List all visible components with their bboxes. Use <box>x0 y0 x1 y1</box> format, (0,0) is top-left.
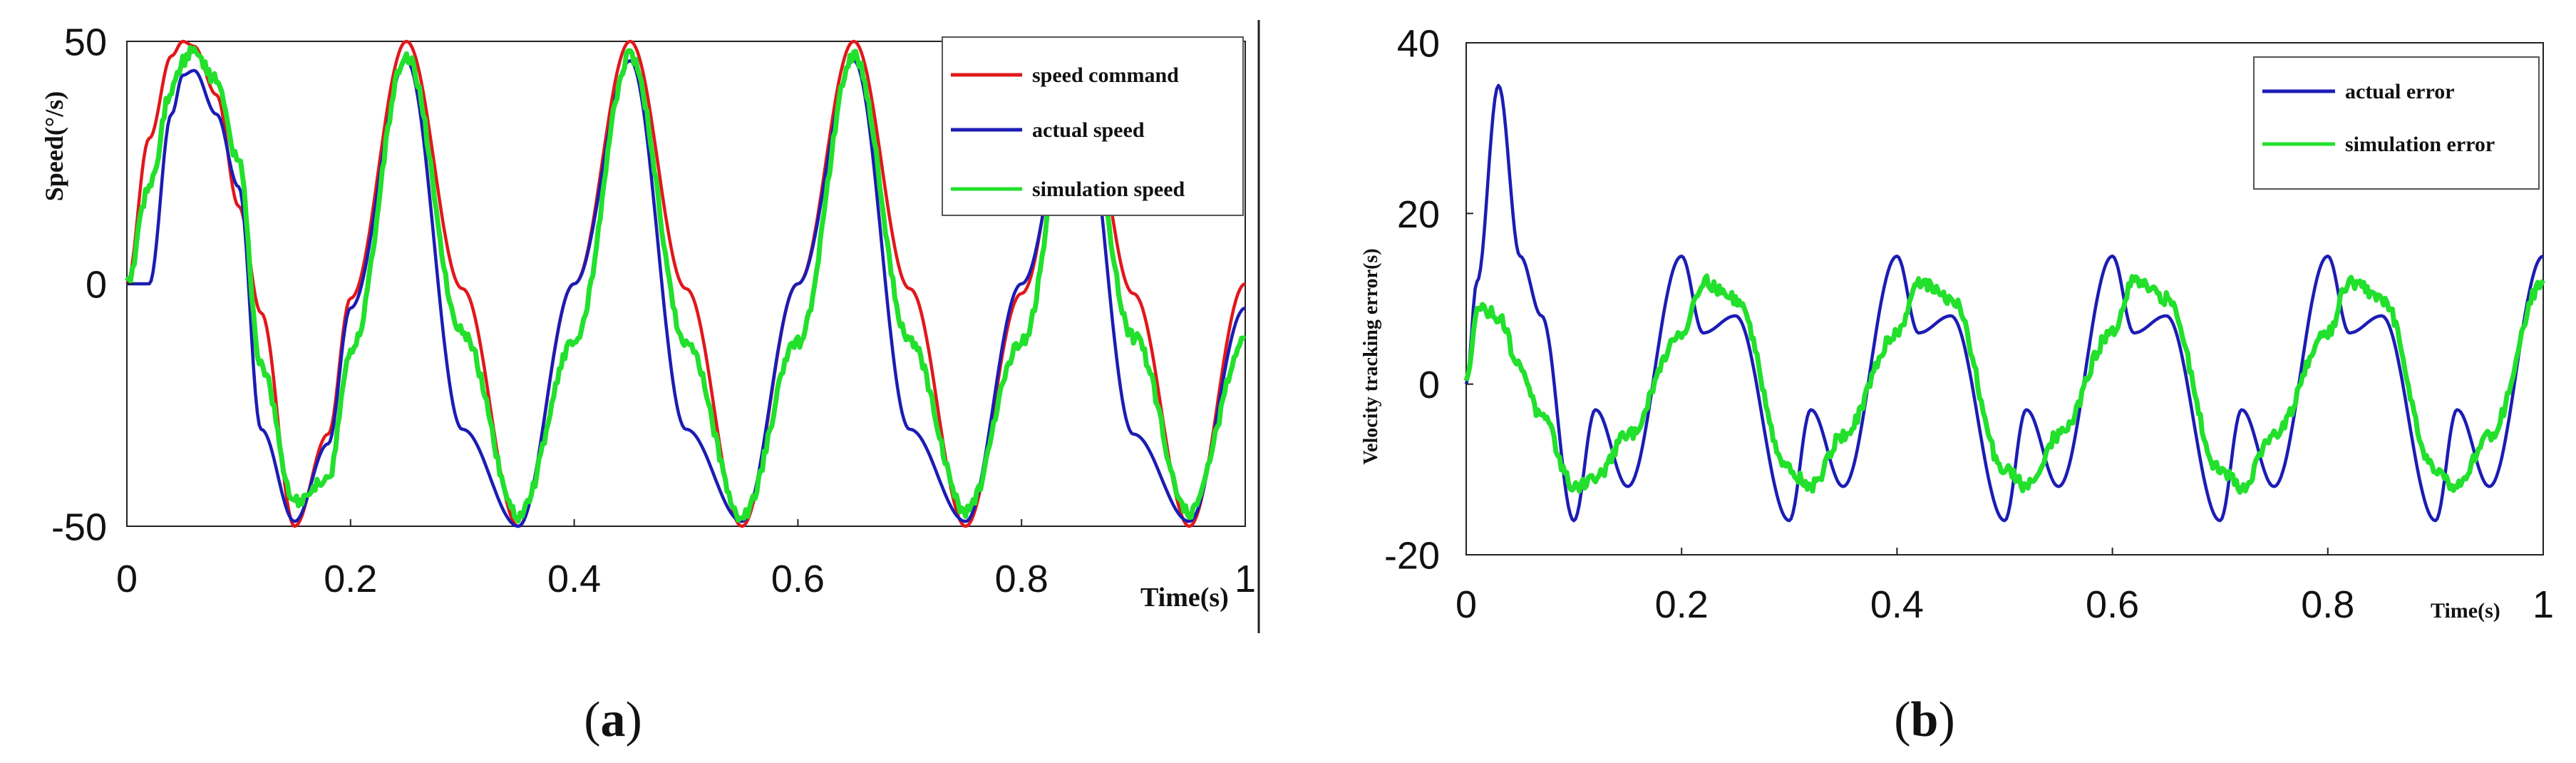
x-tick-label: 0.6 <box>771 558 825 600</box>
x-tick-label: 0.2 <box>324 558 377 600</box>
y-axis-label: Velocity tracking error(s) <box>1360 248 1382 464</box>
y-tick-label: 0 <box>86 263 107 306</box>
y-tick-label: -50 <box>51 506 107 548</box>
y-axis-label: Speed(°/s) <box>40 91 68 201</box>
x-tick-label: 0.2 <box>1655 583 1709 626</box>
y-tick-label: 40 <box>1397 22 1440 65</box>
legend-box <box>2253 56 2540 190</box>
x-tick-label: 0 <box>116 558 138 600</box>
y-tick-label: 20 <box>1397 193 1440 236</box>
x-tick-label: 0.8 <box>995 558 1049 600</box>
caption-close-paren: ) <box>626 692 642 747</box>
x-tick-label: 0.6 <box>2086 583 2139 626</box>
panel-caption: (a) <box>584 692 642 747</box>
legend-entry: actual error <box>2345 80 2455 103</box>
caption-close-paren: ) <box>1938 692 1954 747</box>
caption-open-paren: ( <box>584 692 600 747</box>
series-line-b-simulation-error <box>1463 273 2545 495</box>
chart-b: 0 0.2 0.4 0.6 0.8 1 -20 0 20 40 Time(s) Velocity tr… <box>1360 22 2554 747</box>
legend-box <box>942 36 1244 216</box>
legend-entry: actual speed <box>1032 118 1145 142</box>
plot-frame-b <box>1465 42 2544 555</box>
y-tick-label: -20 <box>1384 534 1440 577</box>
panel-caption: (b) <box>1894 692 1955 747</box>
x-tick-label: 0.4 <box>547 558 601 600</box>
x-tick-label: 0.4 <box>1870 583 1924 626</box>
legend-entry: speed command <box>1032 63 1179 87</box>
x-tick-label: 1 <box>1235 558 1256 600</box>
x-tick-label: 0 <box>1456 583 1477 626</box>
series-line-b-actual-error <box>1464 83 2544 523</box>
legend-entry: simulation speed <box>1032 178 1185 201</box>
x-axis-label: Time(s) <box>2431 599 2500 623</box>
chart-a: 0 0.2 0.4 0.6 0.8 1-50050Time(s)Speed(°/s)spe… <box>40 21 1256 747</box>
x-axis-label: Time(s) <box>1140 583 1229 613</box>
caption-letter: a <box>601 692 626 747</box>
caption-open-paren: ( <box>1894 692 1910 747</box>
y-tick-label: 0 <box>1418 364 1440 406</box>
x-tick-label: 0.8 <box>2301 583 2354 626</box>
caption-letter: b <box>1911 692 1939 747</box>
y-tick-label: 50 <box>64 21 107 63</box>
x-tick-label: 1 <box>2533 583 2554 626</box>
legend-entry: simulation error <box>2345 133 2495 156</box>
